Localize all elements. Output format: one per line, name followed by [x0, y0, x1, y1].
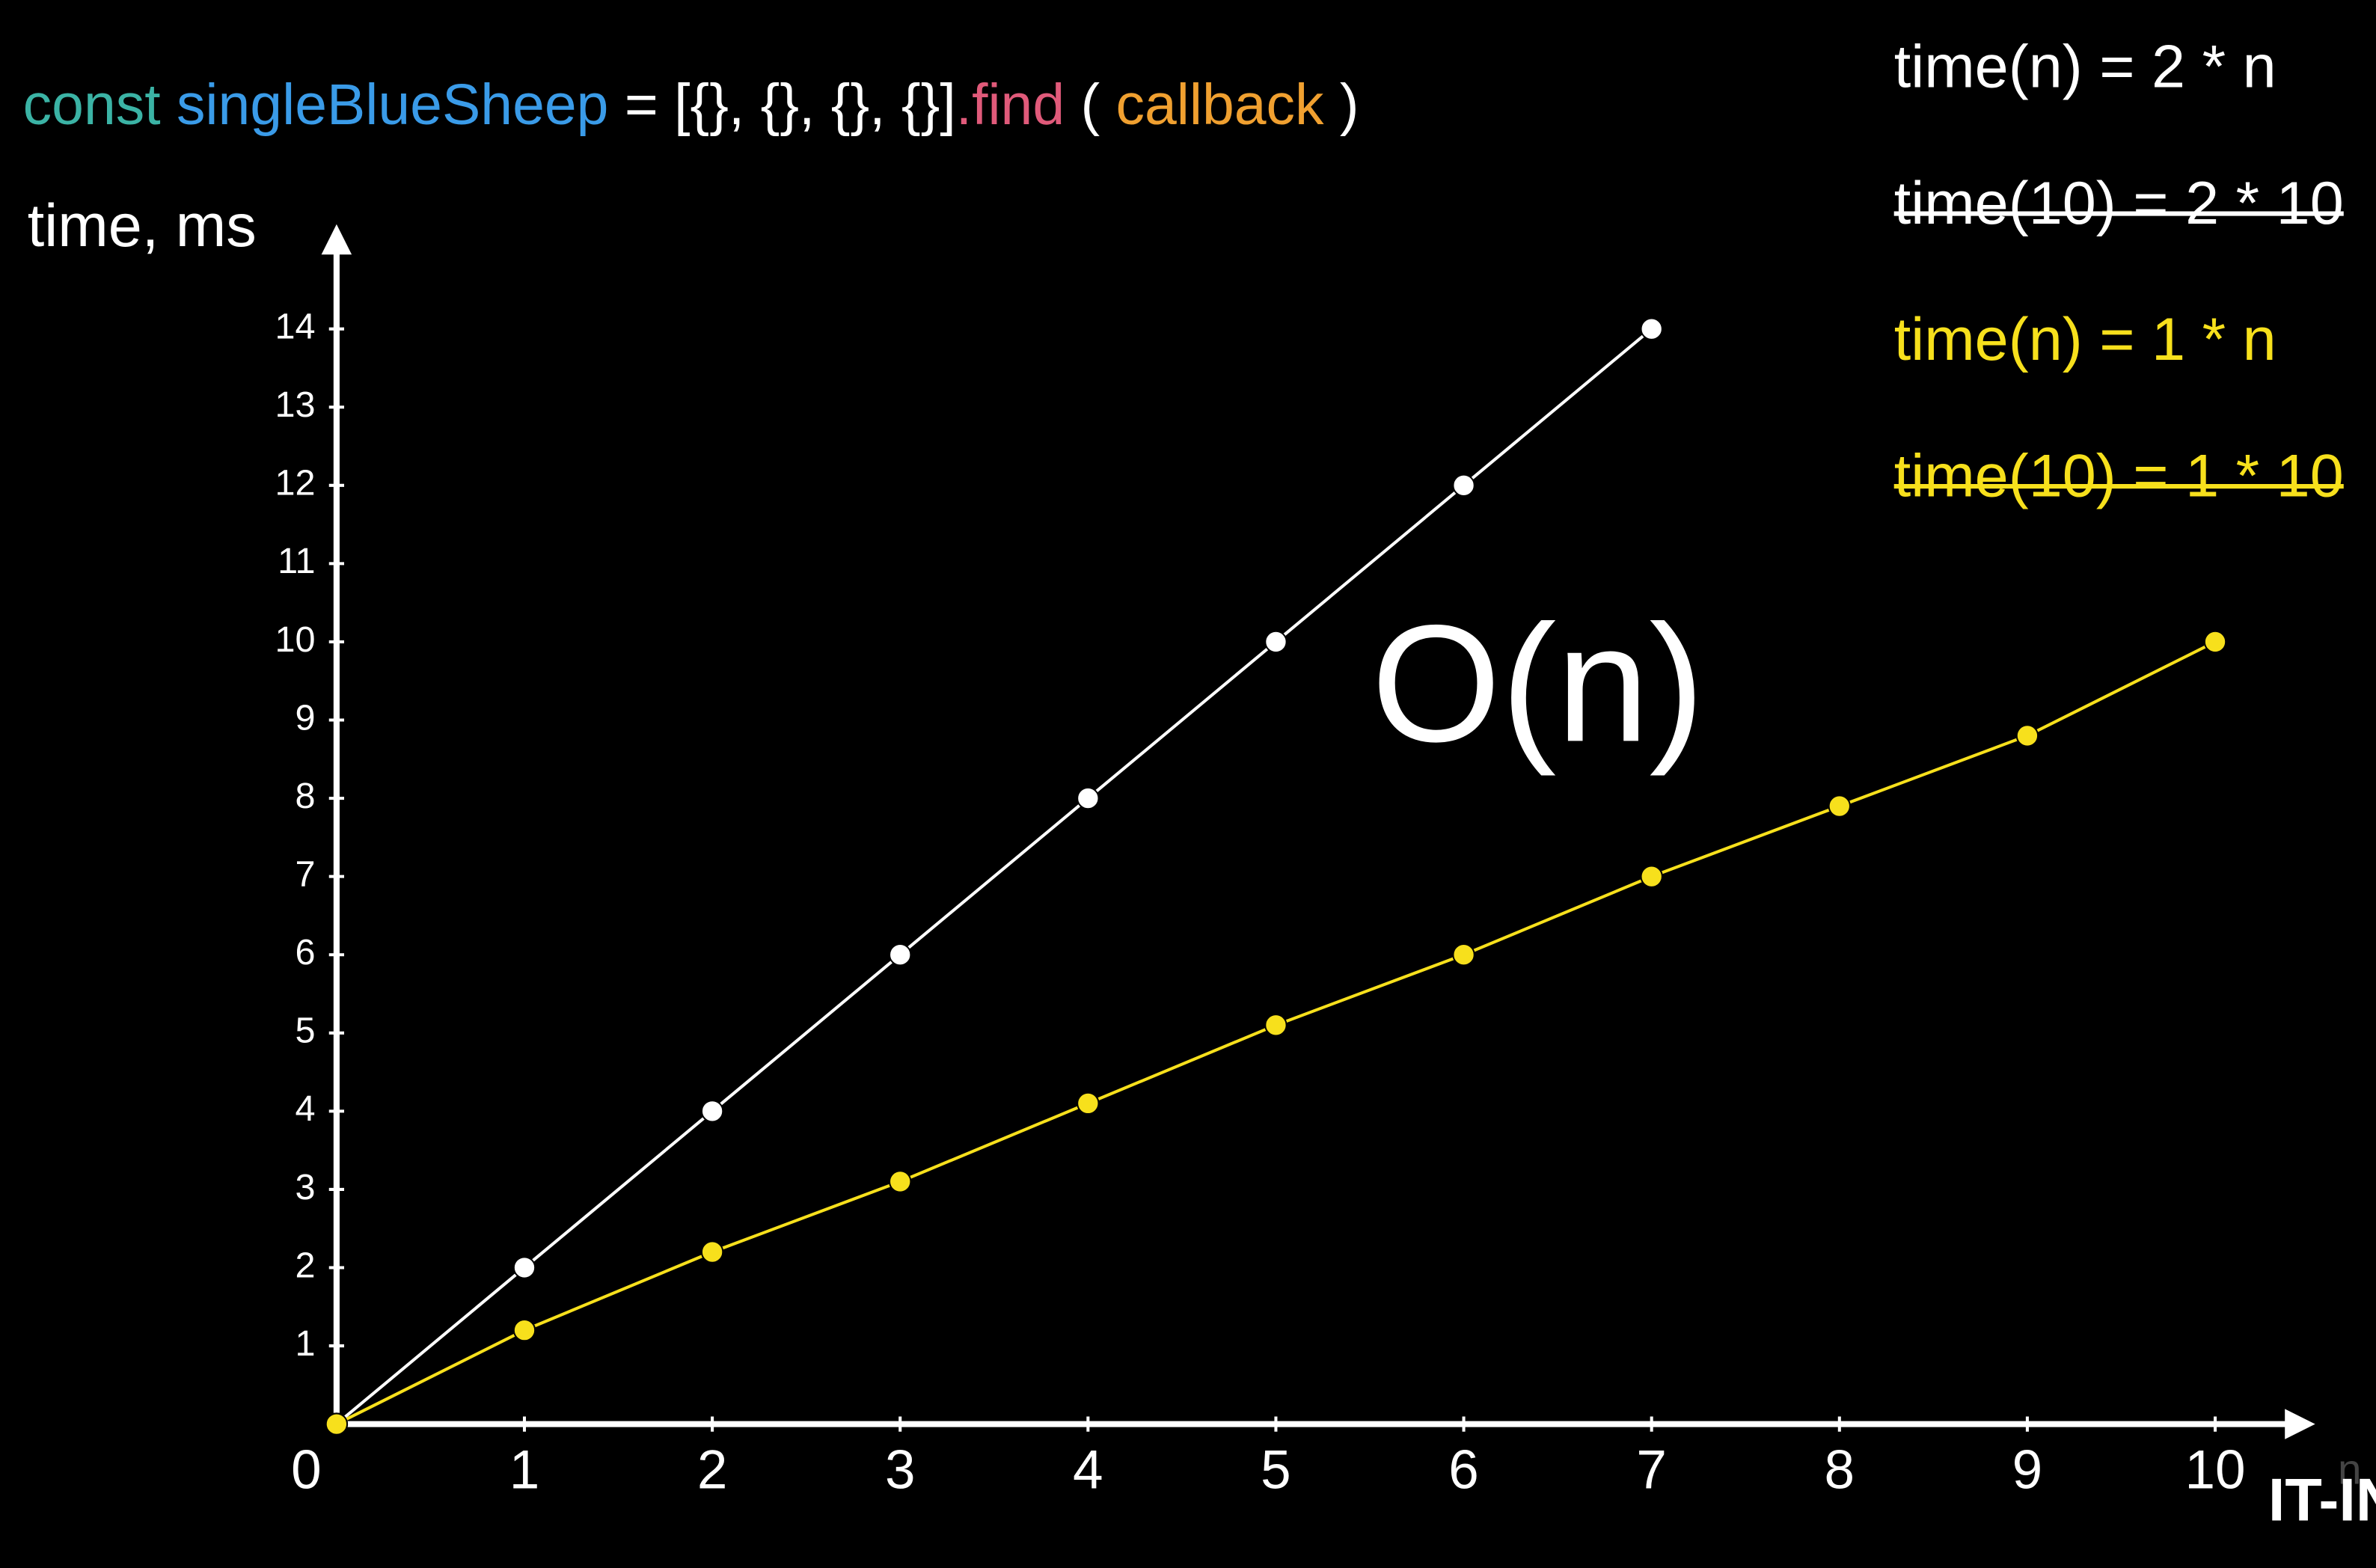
data-point [1640, 317, 1663, 340]
x-tick-label: 2 [697, 1440, 728, 1501]
data-point [700, 1100, 724, 1123]
data-point [1077, 1091, 1100, 1115]
y-tick-label: 6 [295, 932, 315, 973]
y-axis-label: time, ms [28, 192, 257, 260]
data-point [1452, 474, 1475, 497]
data-point [1264, 1014, 1287, 1037]
x-tick-label: 3 [885, 1440, 916, 1501]
x-tick-label: 10 [2184, 1440, 2245, 1501]
x-tick-label: 4 [1073, 1440, 1103, 1501]
code-token: = [{}, {}, {}, {}] [625, 73, 956, 137]
y-tick-label: 5 [295, 1011, 315, 1051]
y-tick-label: 9 [295, 697, 315, 738]
x-tick-label: 0 [291, 1440, 322, 1501]
code-token: .find [956, 73, 1081, 137]
data-point [1640, 865, 1663, 888]
data-point [1828, 794, 1851, 818]
axes [321, 224, 2315, 1439]
x-tick-label: 1 [509, 1440, 540, 1501]
data-point [325, 1412, 349, 1436]
y-tick-label: 13 [275, 385, 315, 425]
x-axis-label: n [2338, 1446, 2362, 1493]
code-token: ) [1340, 73, 1359, 137]
y-axis-arrow [321, 224, 352, 255]
x-tick-label: 6 [1448, 1440, 1479, 1501]
y-tick-label: 3 [295, 1167, 315, 1207]
data-point [2203, 630, 2227, 654]
formula: time(n) = 1 * n [1894, 306, 2277, 373]
x-axis-arrow [2285, 1409, 2315, 1439]
formula: time(10) = 2 * 10 [1894, 170, 2344, 237]
y-tick-label: 4 [295, 1088, 315, 1129]
data-point [2015, 724, 2039, 747]
x-tick-label: 9 [2012, 1440, 2043, 1501]
x-tick-label: 7 [1636, 1440, 1667, 1501]
code-token: ( [1081, 73, 1116, 137]
watermark: IT-IN [2268, 1466, 2376, 1534]
code-token: callback [1116, 73, 1340, 137]
formula: time(n) = 2 * n [1894, 34, 2277, 101]
code-token: singleBlueSheep [177, 73, 625, 137]
y-tick-label: 2 [295, 1245, 315, 1285]
data-point [889, 1170, 912, 1193]
y-tick-label: 14 [275, 307, 315, 347]
data-point [1452, 943, 1475, 967]
y-tick-label: 7 [295, 854, 315, 895]
code-token: const [23, 73, 177, 137]
data-point [512, 1256, 536, 1279]
x-tick-label: 8 [1825, 1440, 1855, 1501]
y-tick-label: 11 [278, 541, 315, 581]
data-point [512, 1318, 536, 1342]
code-line: const singleBlueSheep = [{}, {}, {}, {}]… [23, 73, 1359, 137]
data-point [889, 943, 912, 967]
formula: time(10) = 1 * 10 [1894, 442, 2344, 509]
y-tick-label: 1 [295, 1323, 315, 1364]
data-point [700, 1240, 724, 1264]
y-tick-label: 12 [275, 463, 315, 503]
x-tick-label: 5 [1261, 1440, 1291, 1501]
complexity-annotation: O(n) [1371, 590, 1704, 777]
y-tick-label: 8 [295, 776, 315, 816]
data-point [1077, 786, 1100, 810]
data-point [1264, 630, 1287, 654]
series-line [335, 328, 1653, 1426]
y-tick-label: 10 [275, 619, 315, 660]
